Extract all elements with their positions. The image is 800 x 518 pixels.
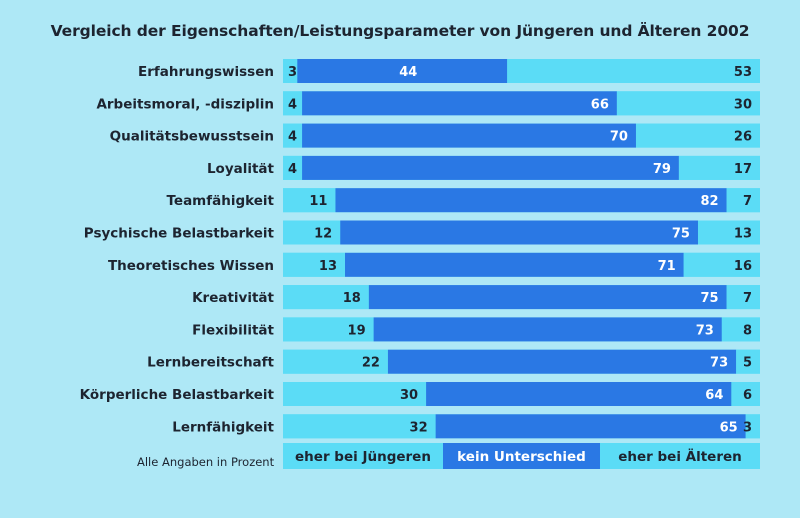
bar-segment-kein-unterschied <box>426 382 732 406</box>
category-label: Qualitätsbewusstsein <box>110 129 274 145</box>
legend-label: eher bei Jüngeren <box>295 449 431 465</box>
value-label-aeltere: 30 <box>734 97 752 112</box>
bar-segment-aeltere <box>745 414 760 439</box>
bar-segment-kein-unterschied <box>335 188 727 213</box>
bar-segment-kein-unterschied <box>435 414 746 439</box>
bar-segment-juengere <box>283 155 303 180</box>
value-label-kein-unterschied: 64 <box>705 388 723 403</box>
category-label: Körperliche Belastbarkeit <box>80 387 275 403</box>
value-label-kein-unterschied: 66 <box>591 97 609 112</box>
value-label-juengere: 19 <box>348 323 366 338</box>
bar-segment-kein-unterschied <box>302 155 679 180</box>
bar-segment-juengere <box>283 285 369 310</box>
bar-segment-juengere <box>283 220 341 245</box>
value-label-aeltere: 3 <box>743 420 752 435</box>
category-label: Erfahrungswissen <box>138 64 274 80</box>
bar-segment-juengere <box>283 252 346 277</box>
value-label-kein-unterschied: 71 <box>658 259 676 274</box>
category-label: Arbeitsmoral, -disziplin <box>96 96 274 112</box>
value-label-juengere: 4 <box>288 97 297 112</box>
value-label-juengere: 12 <box>314 227 332 242</box>
value-label-kein-unterschied: 73 <box>710 356 728 371</box>
bar-segment-juengere <box>283 382 427 406</box>
bar-segment-kein-unterschied <box>302 91 617 116</box>
legend-label: kein Unterschied <box>457 449 586 465</box>
category-label: Lernfähigkeit <box>172 419 274 435</box>
value-label-kein-unterschied: 75 <box>701 291 719 306</box>
value-label-aeltere: 13 <box>734 227 752 242</box>
category-label: Teamfähigkeit <box>167 193 275 209</box>
bar-segment-kein-unterschied <box>302 123 636 148</box>
value-label-aeltere: 16 <box>734 259 752 274</box>
bar-segment-aeltere <box>731 382 760 406</box>
value-label-kein-unterschied: 79 <box>653 162 671 177</box>
value-label-kein-unterschied: 70 <box>610 130 628 145</box>
category-label: Loyalität <box>207 161 275 177</box>
value-label-juengere: 32 <box>410 420 428 435</box>
legend-item-kein-unterschied <box>443 443 600 469</box>
legend-item-juengere <box>283 443 443 469</box>
bar-segment-kein-unterschied <box>297 59 508 83</box>
bar-segment-kein-unterschied <box>368 285 727 310</box>
value-label-kein-unterschied: 75 <box>672 227 690 242</box>
bar-segment-juengere <box>283 59 298 83</box>
category-label: Theoretisches Wissen <box>108 258 274 274</box>
bar-segment-aeltere <box>726 285 760 310</box>
value-label-juengere: 18 <box>343 291 361 306</box>
bar-segment-juengere <box>283 414 436 439</box>
bar-segment-aeltere <box>507 59 760 83</box>
bar-segment-aeltere <box>721 317 760 342</box>
value-label-aeltere: 53 <box>734 65 752 80</box>
value-label-kein-unterschied: 44 <box>399 65 417 80</box>
value-label-juengere: 22 <box>362 356 380 371</box>
value-label-aeltere: 26 <box>734 130 752 145</box>
value-label-kein-unterschied: 82 <box>701 194 719 209</box>
value-label-aeltere: 7 <box>743 291 752 306</box>
bar-segment-aeltere <box>726 188 760 213</box>
value-label-kein-unterschied: 73 <box>696 323 714 338</box>
bar-segment-aeltere <box>635 123 760 148</box>
value-label-juengere: 4 <box>288 130 297 145</box>
category-label: Psychische Belastbarkeit <box>84 226 275 242</box>
value-label-kein-unterschied: 65 <box>720 420 738 435</box>
bar-segment-aeltere <box>616 91 760 116</box>
legend-label: eher bei Älteren <box>618 448 742 465</box>
bar-segment-juengere <box>283 91 303 116</box>
value-label-juengere: 3 <box>288 65 297 80</box>
legend-item-aeltere <box>600 443 760 469</box>
category-label: Kreativität <box>192 290 274 306</box>
value-label-aeltere: 7 <box>743 194 752 209</box>
bar-segment-aeltere <box>697 220 760 245</box>
bar-segment-kein-unterschied <box>387 349 737 374</box>
bar-segment-juengere <box>283 123 303 148</box>
bar-segment-aeltere <box>683 252 760 277</box>
value-label-aeltere: 6 <box>743 388 752 403</box>
bar-segment-kein-unterschied <box>373 317 722 342</box>
value-label-juengere: 13 <box>319 259 337 274</box>
chart-title: Vergleich der Eigenschaften/Leistungspar… <box>50 22 750 40</box>
value-label-aeltere: 5 <box>743 356 752 371</box>
bar-segment-kein-unterschied <box>340 220 698 245</box>
bar-segment-juengere <box>283 317 374 342</box>
bar-segment-juengere <box>283 188 336 213</box>
bar-segment-juengere <box>283 349 388 374</box>
value-label-aeltere: 8 <box>743 323 752 338</box>
category-label: Flexibilität <box>192 322 274 338</box>
value-label-juengere: 11 <box>309 194 327 209</box>
value-label-aeltere: 17 <box>734 162 752 177</box>
footnote: Alle Angaben in Prozent <box>137 455 275 469</box>
category-label: Lernbereitschaft <box>147 355 274 371</box>
bar-segment-aeltere <box>736 349 760 374</box>
value-label-juengere: 30 <box>400 388 418 403</box>
bar-segment-kein-unterschied <box>345 252 684 277</box>
bar-segment-aeltere <box>678 155 760 180</box>
value-label-juengere: 4 <box>288 162 297 177</box>
